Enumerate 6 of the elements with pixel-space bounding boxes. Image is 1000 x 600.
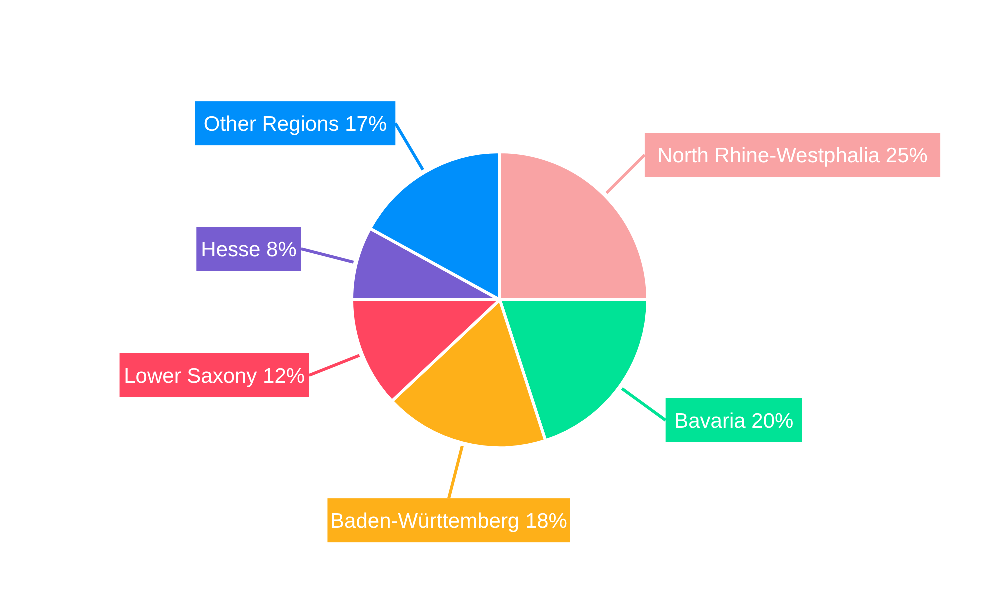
slice-label: Bavaria 20% — [674, 410, 794, 433]
slice-label: North Rhine-Westphalia 25% — [658, 144, 928, 168]
slice-label: Baden-Württemberg 18% — [330, 510, 568, 533]
slice-label: Lower Saxony 12% — [124, 364, 306, 388]
slice-label: Other Regions 17% — [204, 112, 388, 136]
slice-label: Hesse 8% — [201, 238, 297, 262]
